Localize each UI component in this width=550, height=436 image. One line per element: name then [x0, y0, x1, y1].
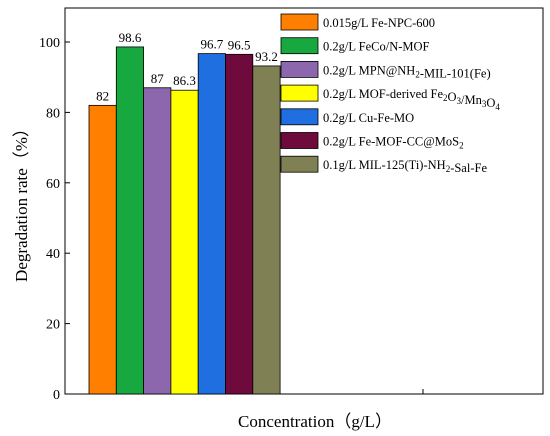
legend-swatch	[280, 61, 319, 78]
legend-entry-label: 0.2g/L FeCo/N-MOF	[323, 40, 430, 54]
legend-entry-label: 0.1g/L MIL-125(Ti)-NH2-Sal-Fe	[323, 158, 487, 175]
y-tick-label: 60	[46, 177, 60, 192]
bar	[252, 65, 281, 395]
y-tick-label: 0	[53, 388, 60, 403]
bar	[143, 87, 172, 395]
legend-entry-label: 0.2g/L MOF-derived Fe2O3/Mn3O4	[323, 87, 500, 112]
bar-data-label: 96.5	[228, 37, 251, 52]
bar-data-label: 96.7	[200, 37, 223, 52]
bar-data-label: 87	[151, 71, 165, 86]
legend-swatch	[280, 155, 319, 173]
bar	[197, 53, 226, 395]
x-axis-title: Concentration（g/L）	[238, 412, 392, 431]
legend: 0.015g/L Fe-NPC-600 0.2g/L FeCo/N-MOF 0.2g…	[280, 13, 500, 175]
y-axis: 0 20 40 60 80 100	[39, 36, 70, 403]
bar-data-label: 82	[96, 88, 109, 103]
legend-swatch	[280, 13, 319, 31]
legend-swatch	[280, 132, 319, 149]
bar-data-label: 93.2	[255, 49, 278, 64]
legend-entry-label: 0.2g/L Fe-MOF-CC@MoS2	[323, 135, 464, 151]
legend-swatch	[280, 37, 319, 55]
plot-area-frame	[64, 7, 544, 395]
y-tick-label: 40	[46, 247, 60, 262]
bar-data-label: 98.6	[119, 30, 142, 45]
y-tick-label: 100	[39, 36, 60, 51]
y-axis-title: Degradation rate（%）	[12, 120, 31, 282]
legend-entry-label: 0.2g/L Cu-Fe-MO	[323, 111, 414, 125]
bar	[170, 89, 199, 395]
bar-data-label: 86.3	[173, 73, 196, 88]
data-label-group: 82 98.6 87 86.3 96.7 96.5 93.2	[96, 30, 278, 103]
legend-entry-label: 0.015g/L Fe-NPC-600	[323, 16, 435, 30]
bar-series-group	[88, 46, 281, 395]
bar	[88, 104, 117, 395]
legend-swatch	[280, 84, 319, 102]
y-tick-label: 20	[46, 318, 60, 333]
legend-swatch	[280, 108, 319, 126]
legend-entry-label: 0.2g/L MPN@NH2-MIL-101(Fe)	[323, 63, 491, 80]
y-tick-label: 80	[46, 106, 60, 121]
bar	[115, 46, 145, 395]
bar	[225, 53, 254, 395]
